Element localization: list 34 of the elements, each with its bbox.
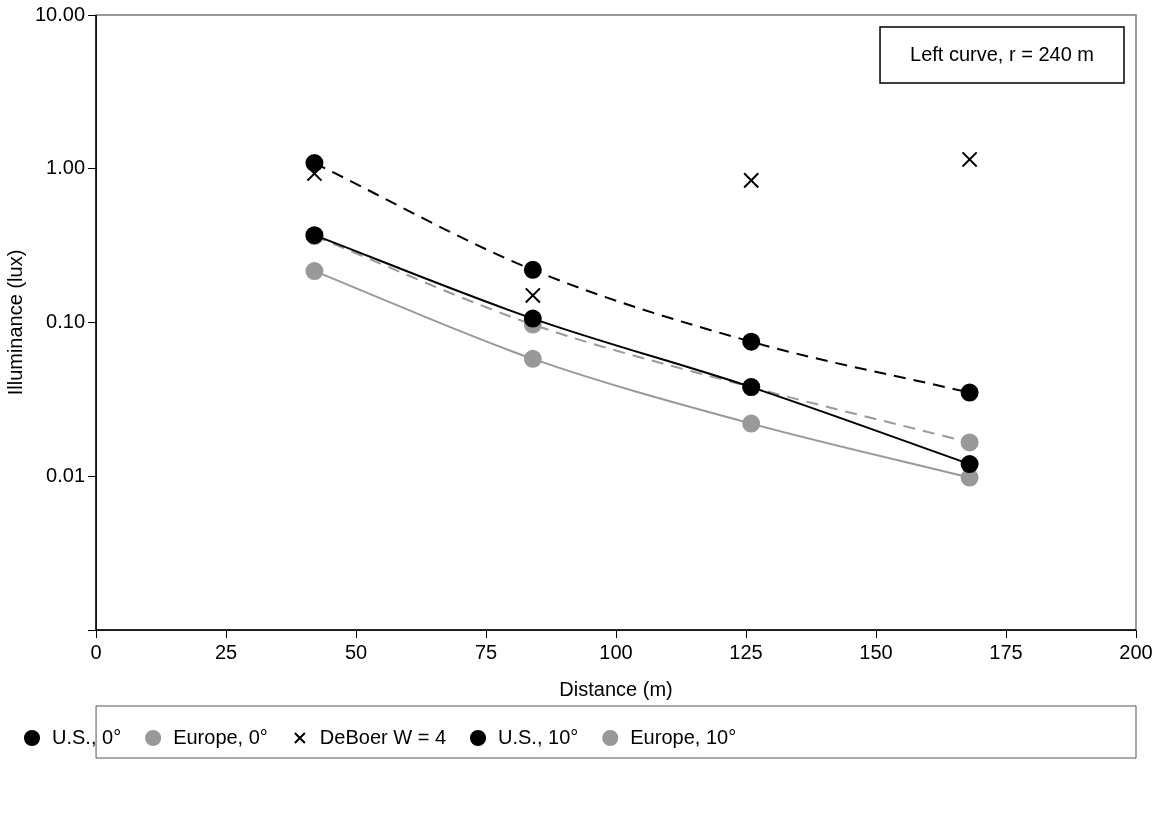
point xyxy=(306,165,323,182)
point xyxy=(523,260,542,279)
x-tick-label: 100 xyxy=(599,640,633,663)
point xyxy=(524,287,541,304)
x-tick-label: 200 xyxy=(1119,640,1153,663)
legend-label: U.S., 0° xyxy=(52,725,122,748)
point xyxy=(961,151,978,168)
x-tick-label: 0 xyxy=(90,640,102,663)
y-tick-label: 1.00 xyxy=(46,156,86,179)
annotation: Left curve, r = 240 m xyxy=(910,42,1094,65)
y-tick-label: 0.10 xyxy=(46,310,86,333)
point xyxy=(742,414,761,433)
point xyxy=(742,332,761,351)
x-tick-label: 125 xyxy=(729,640,763,663)
legend-label: Europe, 10° xyxy=(630,725,737,748)
x-tick-label: 175 xyxy=(989,640,1023,663)
legend-label: DeBoer W = 4 xyxy=(319,725,447,748)
y-tick-label: 10.00 xyxy=(34,2,86,25)
y-tick-label: 0.01 xyxy=(46,463,86,486)
x-tick-label: 150 xyxy=(859,640,893,663)
point xyxy=(743,172,760,189)
point xyxy=(523,309,542,328)
point xyxy=(305,262,324,281)
x-tick-label: 50 xyxy=(344,640,368,663)
point xyxy=(960,383,979,402)
legend-label: Europe, 0° xyxy=(173,725,268,748)
legend-label: U.S., 10° xyxy=(498,725,579,748)
point xyxy=(960,433,979,452)
point xyxy=(523,349,542,368)
y-axis-title: Illuminance (lux) xyxy=(3,249,26,396)
x-tick-label: 75 xyxy=(474,640,498,663)
x-axis-title: Distance (m) xyxy=(559,677,673,700)
x-tick-label: 25 xyxy=(214,640,238,663)
point xyxy=(960,455,979,474)
